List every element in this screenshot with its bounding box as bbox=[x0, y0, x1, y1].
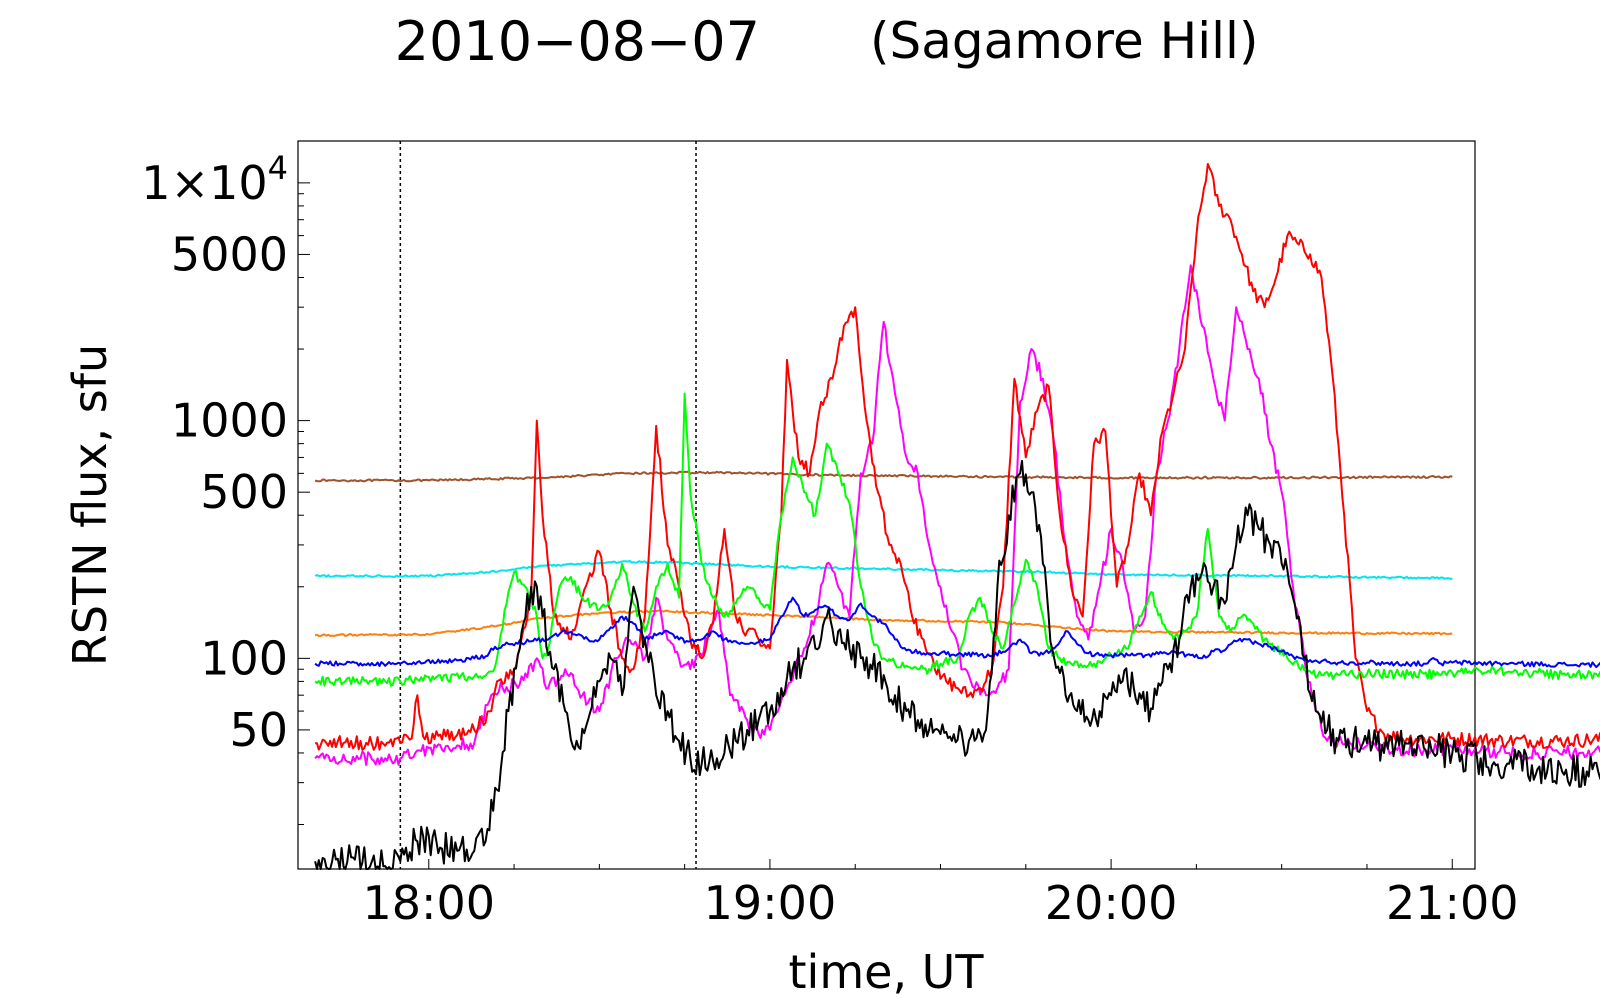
series-line bbox=[314, 264, 1600, 766]
series-line bbox=[314, 559, 1453, 580]
chart-title-group: 2010−08−07 (Sagamore Hill) bbox=[395, 10, 1259, 73]
y-tick-label: 500 bbox=[200, 465, 288, 519]
x-tick-label: 19:00 bbox=[704, 876, 837, 930]
series-group bbox=[314, 163, 1600, 870]
vertical-markers bbox=[399, 141, 697, 869]
x-tick-label: 21:00 bbox=[1386, 876, 1519, 930]
chart-title: 2010−08−07 bbox=[395, 10, 760, 73]
series-line bbox=[314, 392, 1600, 687]
y-tick-label: 5000 bbox=[171, 227, 288, 281]
x-tick-label: 20:00 bbox=[1045, 876, 1178, 930]
series-line bbox=[314, 609, 1453, 638]
x-axis-label: time, UT bbox=[789, 945, 985, 999]
y-axis-label: RSTN flux, sfu bbox=[63, 344, 117, 666]
y-tick-label: 100 bbox=[200, 631, 288, 685]
series-line bbox=[314, 163, 1600, 751]
y-tick-label: 50 bbox=[229, 703, 288, 757]
y-axis: 1×104 5000 1000 500 100 50 bbox=[141, 149, 310, 826]
plot-area-frame bbox=[297, 140, 1476, 870]
series-line bbox=[314, 459, 1600, 870]
y-tick-label: 1×104 bbox=[141, 149, 288, 210]
series-line bbox=[314, 470, 1453, 483]
chart-subtitle: (Sagamore Hill) bbox=[870, 12, 1258, 70]
x-tick-label: 18:00 bbox=[362, 876, 495, 930]
x-axis: 18:00 19:00 20:00 21:00 bbox=[342, 859, 1519, 930]
y-tick-label: 1000 bbox=[171, 394, 288, 448]
series-line bbox=[314, 596, 1600, 669]
